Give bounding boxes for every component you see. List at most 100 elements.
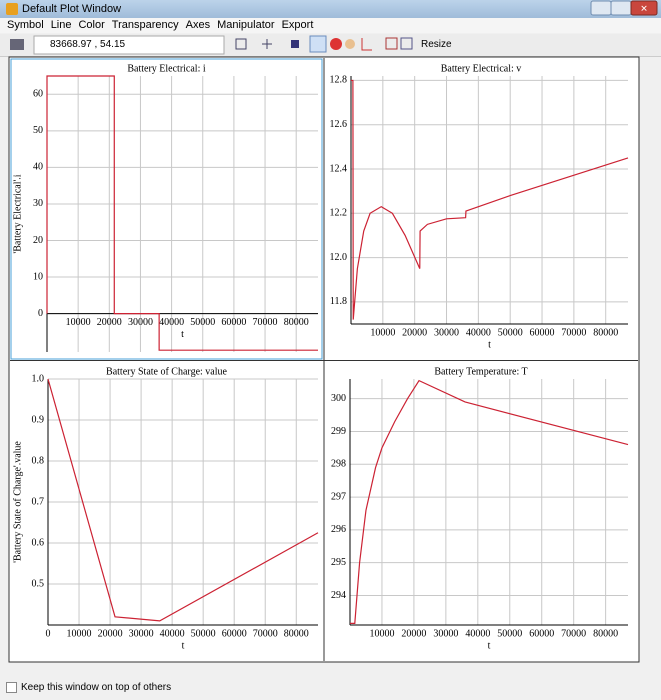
y-tick-label: 30 [33,198,43,209]
print-button[interactable] [10,39,24,50]
x-tick-label: 50000 [191,628,216,639]
x-axis-label: t [488,640,491,651]
menu-item[interactable]: Line [50,19,72,31]
y-axis-label: 'Battery Electrical'.i [12,174,23,253]
data-line [46,75,318,351]
x-tick-label: 80000 [284,628,309,639]
chart-title: Battery State of Charge: value [106,366,227,377]
title-bar: Default Plot Window ✕ [0,0,661,18]
y-tick-label: 12.6 [330,119,348,130]
y-tick-label: 10 [33,271,43,282]
x-tick-label: 70000 [253,317,278,328]
chart-title: Battery Electrical: i [127,63,206,74]
x-tick-label: 20000 [402,327,427,338]
window-controls: ✕ [590,0,658,16]
x-tick-label: 40000 [466,327,491,338]
y-tick-label: 20 [33,235,43,246]
menu-item[interactable]: Symbol [7,19,44,31]
data-line [350,379,629,624]
x-tick-label: 80000 [284,317,309,328]
x-tick-label: 30000 [434,327,459,338]
y-tick-label: 298 [331,459,346,470]
x-tick-label: 20000 [401,628,426,639]
menu-item[interactable]: Axes [185,19,211,31]
y-tick-label: 12.4 [330,163,348,174]
x-tick-label: 20000 [98,628,123,639]
y-tick-label: 0.9 [32,414,45,425]
y-tick-label: 40 [33,162,43,173]
x-axis-label: t [181,329,184,340]
checkbox-label: Keep this window on top of others [21,682,172,693]
app-icon [6,3,18,15]
data-line [351,79,629,320]
x-tick-label: 10000 [370,327,395,338]
y-tick-label: 12.8 [330,75,348,86]
y-tick-label: 297 [331,491,346,502]
y-tick-label: 50 [33,125,43,136]
coords-box [33,35,225,55]
rotate-button[interactable] [330,38,342,50]
toolbar-icons [10,35,413,55]
chart-title: Battery Temperature: T [434,366,527,377]
y-tick-label: 60 [33,89,43,100]
x-tick-label: 50000 [190,317,215,328]
y-tick-label: 1.0 [32,373,45,384]
close-x: ✕ [640,5,648,15]
maximize-button[interactable] [610,0,632,16]
checkbox[interactable] [6,682,18,694]
pan-button[interactable] [309,35,327,53]
x-tick-label: 60000 [530,327,555,338]
window-title: Default Plot Window [22,3,122,15]
x-tick-label: 0 [46,628,51,639]
y-tick-label: 11.8 [330,296,347,307]
x-tick-label: 10000 [66,317,91,328]
y-tick-label: 12.0 [330,252,348,263]
toolbar: 83668.97 , 54.15 Resize [0,34,661,57]
x-tick-label: 50000 [497,628,522,639]
close-button[interactable] [630,0,658,16]
x-tick-label: 70000 [561,628,586,639]
y-tick-label: 0 [38,308,43,319]
scale-button[interactable] [291,40,299,48]
menu-item[interactable]: Manipulator [217,19,275,31]
x-tick-label: 40000 [465,628,490,639]
y-tick-label: 294 [331,590,346,601]
data-line [47,378,319,622]
x-tick-label: 80000 [593,628,618,639]
gridlines2-button[interactable] [400,37,413,50]
y-tick-label: 295 [331,557,346,568]
minimize-button[interactable] [590,0,612,16]
gridlines-button[interactable] [385,37,398,50]
resize-button[interactable]: Resize [421,39,452,50]
status-bar: Keep this window on top of others [0,678,661,700]
hand-button[interactable] [345,39,355,49]
x-tick-label: 30000 [129,628,154,639]
x-tick-label: 40000 [159,317,184,328]
y-tick-label: 300 [331,393,346,404]
x-tick-label: 30000 [433,628,458,639]
x-tick-label: 60000 [222,628,247,639]
menu-item[interactable]: Transparency [111,19,179,31]
x-axis-label: t [488,339,491,350]
x-tick-label: 70000 [561,327,586,338]
x-tick-label: 60000 [529,628,554,639]
y-tick-label: 0.7 [32,496,45,507]
chart-title: Battery Electrical: v [441,63,522,74]
x-tick-label: 80000 [593,327,618,338]
x-tick-label: 70000 [253,628,278,639]
selected-panel [10,58,323,360]
y-tick-label: 0.8 [32,455,45,466]
menu-item[interactable]: Color [78,19,105,31]
menu-item[interactable]: Export [281,19,314,31]
x-tick-label: 10000 [369,628,394,639]
x-tick-label: 50000 [498,327,523,338]
x-tick-label: 10000 [67,628,92,639]
x-tick-label: 40000 [160,628,185,639]
x-axis-label: t [182,640,185,651]
point-probe-button[interactable] [361,38,372,51]
menu-bar: Symbol Line Color Transparency Axes Manipulat… [0,18,661,33]
y-axis-label: 'Battery State of Charge'.value [12,441,23,563]
grid-button[interactable] [235,38,247,50]
